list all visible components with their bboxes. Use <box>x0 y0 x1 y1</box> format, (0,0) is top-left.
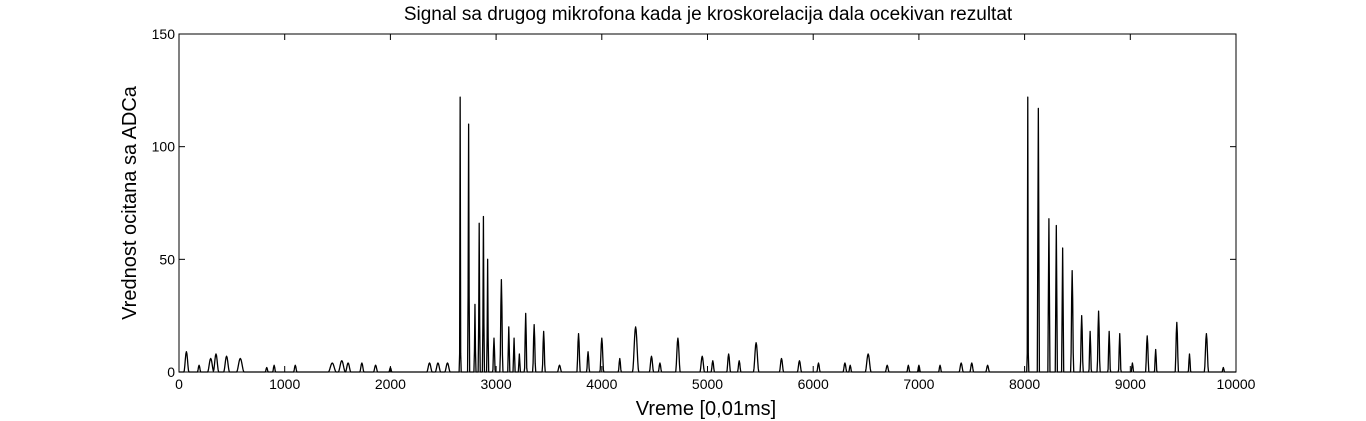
x-axis-label: Vreme [0,01ms] <box>636 398 776 420</box>
y-tick-label: 50 <box>159 251 175 267</box>
x-tick-label: 7000 <box>903 376 934 392</box>
y-tick-label: 150 <box>152 26 176 42</box>
y-axis-label: Vrednost ocitana sa ADCa <box>119 85 141 320</box>
y-tick-label: 0 <box>167 364 175 380</box>
x-tick-label: 9000 <box>1115 376 1146 392</box>
x-tick-label: 3000 <box>481 376 512 392</box>
y-tick-label: 100 <box>152 139 176 155</box>
x-tick-label: 1000 <box>269 376 300 392</box>
x-tick-label: 6000 <box>798 376 829 392</box>
x-tick-label: 10000 <box>1217 376 1256 392</box>
chart-title: Signal sa drugog mikrofona kada je krosk… <box>404 4 1013 25</box>
x-tick-label: 4000 <box>586 376 617 392</box>
x-tick-label: 2000 <box>375 376 406 392</box>
x-tick-label: 8000 <box>1009 376 1040 392</box>
plot-area: 0 1000 2000 3000 4000 5000 6000 7000 8000 9000 100… <box>152 26 1256 392</box>
x-tick-label: 0 <box>175 376 183 392</box>
x-tick-label: 5000 <box>692 376 723 392</box>
